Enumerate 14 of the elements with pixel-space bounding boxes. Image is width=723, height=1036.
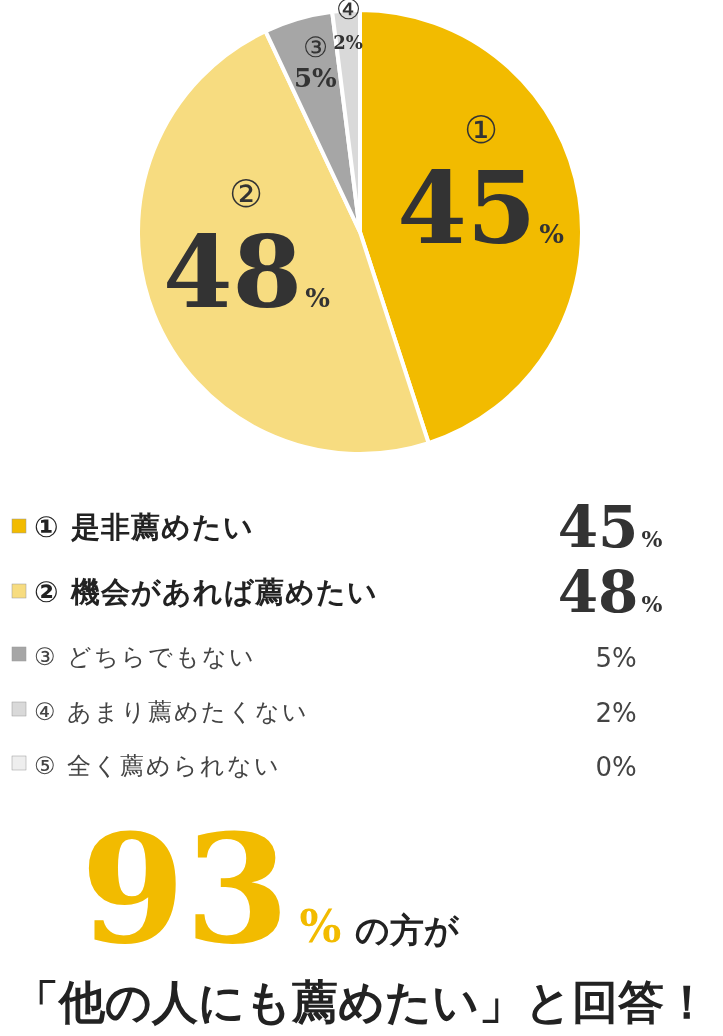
- legend-label: ① 是非薦めたい: [34, 510, 254, 544]
- text: 48%: [557, 558, 663, 626]
- text: 93% の方が: [80, 801, 461, 977]
- text: 45%: [557, 493, 663, 561]
- data-label: 5%: [294, 62, 338, 93]
- legend-label: ⑤ 全く薦められない: [34, 752, 282, 780]
- legend-label: ③ どちらでもない: [34, 643, 257, 671]
- text: 2%: [595, 698, 637, 728]
- text: ③: [302, 30, 328, 64]
- legend-label: ② 機会があれば薦めたい: [34, 575, 378, 609]
- text: 「他の人にも薦めたい」と回答！: [12, 975, 710, 1029]
- legend-label: ④ あまり薦めたくない: [34, 698, 310, 726]
- text: 5%: [595, 643, 637, 673]
- text: 0%: [595, 752, 637, 782]
